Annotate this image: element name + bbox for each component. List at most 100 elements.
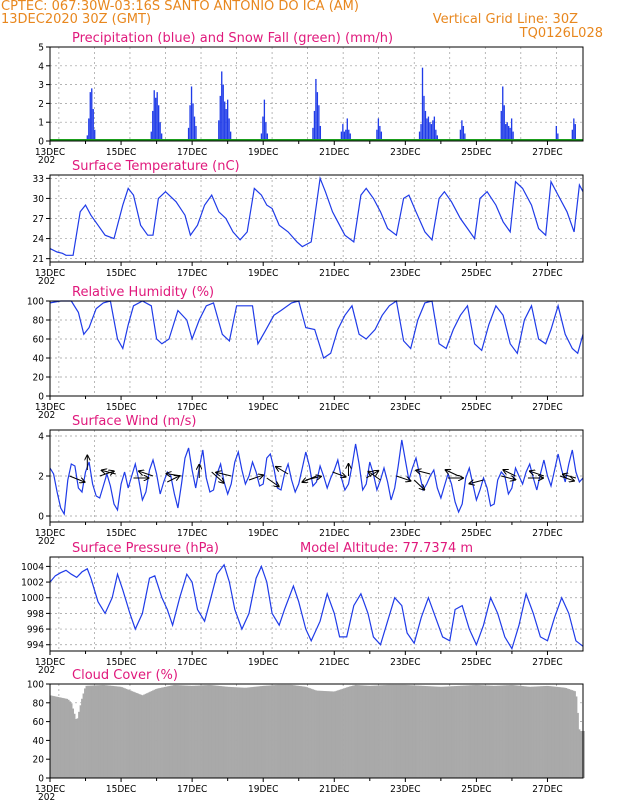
- cloud-bar: [371, 685, 374, 778]
- panel-1: [46, 46, 584, 145]
- panel-3: [46, 299, 584, 400]
- x-tick-label: 15DEC: [106, 402, 136, 413]
- cloud-bar: [100, 685, 103, 778]
- cloud-bar: [477, 685, 480, 778]
- cloud-bar: [156, 688, 159, 778]
- cloud-bar: [249, 687, 252, 778]
- cloud-bar: [466, 685, 468, 778]
- precip-bar: [89, 92, 91, 141]
- precip-bar: [192, 103, 194, 141]
- cloud-bar: [112, 685, 114, 778]
- cloud-bar: [144, 693, 147, 778]
- cloud-bar: [368, 685, 371, 778]
- x-tick-label: 17DEC: [177, 528, 207, 539]
- cloud-bar: [279, 684, 282, 778]
- cloud-bar: [489, 685, 492, 778]
- cloud-bar: [437, 686, 440, 778]
- cloud-bar: [381, 685, 384, 778]
- cloud-bar: [193, 685, 196, 778]
- cloud-bar: [316, 690, 319, 778]
- cloud-bar: [485, 685, 488, 778]
- cloud-bar: [312, 689, 314, 778]
- cloud-bar: [189, 685, 191, 778]
- cloud-bar: [113, 686, 116, 778]
- cloud-bar: [169, 685, 172, 778]
- cloud-bar: [208, 684, 211, 778]
- x-tick-label: 19DEC: [248, 147, 278, 158]
- cloud-bar: [69, 701, 72, 778]
- cloud-bar: [399, 684, 402, 778]
- x-tick-label: 21DEC: [319, 402, 349, 413]
- cloud-bar: [433, 686, 436, 778]
- cloud-bar: [471, 685, 474, 778]
- cloud-bar: [89, 685, 92, 778]
- cloud-bar: [369, 685, 372, 778]
- cloud-bar: [242, 687, 245, 778]
- y-tick-label: 40: [33, 736, 45, 747]
- cloud-bar: [162, 687, 165, 778]
- cloud-bar: [295, 685, 298, 778]
- y-tick-label: 27: [33, 214, 44, 225]
- x-tick-label: 19DEC: [248, 268, 278, 279]
- precip-bar: [508, 125, 510, 141]
- cloud-bar: [497, 685, 499, 778]
- cloud-bar: [306, 687, 308, 778]
- precip-bar: [345, 129, 347, 141]
- cloud-bar: [511, 685, 514, 778]
- cloud-bar: [357, 685, 360, 778]
- x-tick-label: 23DEC: [390, 268, 420, 279]
- cloud-bar: [286, 684, 289, 778]
- cloud-bar: [356, 685, 359, 778]
- y-tick-label: 998: [27, 609, 44, 620]
- cloud-bar: [103, 685, 106, 778]
- cloud-bar: [380, 685, 382, 778]
- cloud-bar: [384, 685, 387, 778]
- cloud-bar: [252, 686, 255, 778]
- cloud-bar: [538, 686, 541, 778]
- precip-bar: [316, 92, 319, 141]
- precip-bar: [377, 118, 380, 141]
- header-line1: CPTEC: 067:30W-03:16S SANTO ANTONIO DO I…: [1, 0, 359, 14]
- cloud-bar: [309, 688, 311, 778]
- cloud-bar: [366, 685, 369, 778]
- cloud-bar: [187, 685, 190, 778]
- cloud-bar: [107, 685, 110, 778]
- y-tick-label: 100: [27, 680, 44, 691]
- y-tick-label: 0: [38, 512, 44, 523]
- cloud-bar: [347, 686, 350, 778]
- cloud-bar: [273, 685, 276, 778]
- cloud-bar: [166, 686, 169, 778]
- x-tick-label: 25DEC: [461, 528, 491, 539]
- cloud-bar: [67, 699, 70, 778]
- cloud-bar: [451, 686, 454, 778]
- cloud-bar: [323, 691, 326, 778]
- cloud-bar: [455, 685, 458, 778]
- cloud-bar: [58, 697, 61, 778]
- cloud-bar: [150, 691, 153, 778]
- cloud-bar: [476, 684, 479, 778]
- precip-bar: [555, 125, 558, 141]
- cloud-bar: [386, 684, 388, 778]
- cloud-bar: [226, 686, 228, 778]
- cloud-bar: [233, 687, 236, 778]
- cloud-bar: [559, 687, 562, 778]
- precip-bar: [187, 127, 190, 141]
- cloud-bar: [94, 685, 97, 778]
- cloud-bar: [547, 685, 550, 778]
- x-tick-label: 21DEC: [319, 784, 349, 795]
- cloud-bar: [258, 686, 261, 778]
- x-tick-label: 17DEC: [177, 402, 207, 413]
- cloud-bar: [95, 685, 98, 778]
- wind-arrow: [530, 471, 545, 477]
- panel-frame: [49, 300, 584, 397]
- cloud-bar: [566, 688, 569, 778]
- x-tick-label: 27DEC: [532, 784, 562, 795]
- wind-arrow: [69, 475, 85, 482]
- cloud-bar: [436, 686, 439, 778]
- cloud-bar: [129, 690, 132, 778]
- y-tick-label: 60: [33, 335, 45, 346]
- cloud-bar: [146, 693, 149, 778]
- panel-2: [46, 174, 584, 266]
- y-tick-label: 2: [38, 99, 44, 110]
- cloud-bar: [261, 685, 264, 778]
